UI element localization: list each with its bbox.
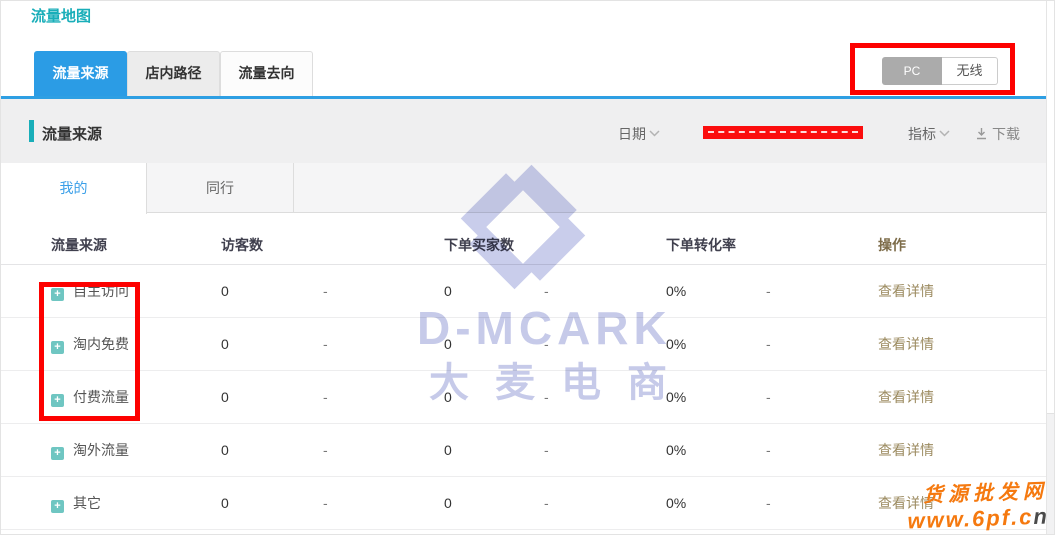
expand-plus-icon[interactable]: + [51,341,64,354]
source-cell: + 淘外流量 [51,440,221,460]
dash-value: - [766,495,771,511]
buyers-value: 0 [444,336,452,352]
table-body: + 自主访问 0 - 0 - 0% - 查看详情 + 淘内免费 0 - 0 - 0% - 查看详情 + 付费流量 0 - 0… [1,265,1046,530]
chevron-down-icon [649,130,660,137]
action-cell: 查看详情 [878,387,1046,407]
subtab-peers[interactable]: 同行 [147,163,294,213]
dash-value: - [766,283,771,299]
action-cell: 查看详情 [878,334,1046,354]
tab-traffic-destination[interactable]: 流量去向 [220,51,313,96]
page-title: 流量地图 [31,8,92,25]
tab-traffic-source[interactable]: 流量来源 [34,51,127,96]
subtab-mine[interactable]: 我的 [1,163,147,214]
chevron-down-icon [939,130,950,137]
column-header: 流量来源 [51,236,107,253]
metric-dropdown[interactable]: 指标 [908,124,950,144]
view-details-link[interactable]: 查看详情 [878,283,934,299]
date-dropdown[interactable]: 日期 [618,124,660,144]
download-button[interactable]: 下载 [972,124,1020,144]
conversion-value: 0% [666,495,687,511]
visitors-value: 0 [221,495,229,511]
sub-tab-bar: 我的 同行 [1,163,1046,214]
dash-value: - [544,283,549,299]
download-icon [977,128,986,140]
visitors-value: 0 [221,336,229,352]
expand-plus-icon[interactable]: + [51,447,64,460]
source-label: 淘内免费 [73,336,129,352]
expand-plus-icon[interactable]: + [51,288,64,301]
teal-accent-bar [29,120,34,142]
action-cell: 查看详情 [878,440,1046,460]
tab-instore-path[interactable]: 店内路径 [127,51,220,96]
main-tab-bar: 流量来源 店内路径 流量去向 [1,49,1054,99]
red-annotation-sources [39,282,140,421]
source-cell: + 其它 [51,493,221,513]
table-row: + 付费流量 0 - 0 - 0% - 查看详情 [1,371,1046,424]
source-label: 其它 [73,495,101,511]
right-edge-strip-lower [1047,413,1054,534]
wireless-toggle-button[interactable]: 无线 [942,57,998,85]
dash-value: - [544,442,549,458]
section-header: 流量来源 日期 指标 下载 [1,99,1054,163]
section-title: 流量来源 [42,126,103,143]
source-cell: + 自主访问 [51,281,221,301]
buyers-value: 0 [444,495,452,511]
table-row: + 其它 0 - 0 - 0% - 查看详情 [1,477,1046,530]
view-details-link[interactable]: 查看详情 [878,336,934,352]
dash-value: - [766,389,771,405]
redacted-date-range [703,126,863,139]
column-header: 下单买家数 [444,236,514,253]
download-label: 下载 [992,126,1020,142]
redaction-dashes [708,131,858,133]
conversion-value: 0% [666,283,687,299]
dash-value: - [323,389,328,405]
buyers-value: 0 [444,442,452,458]
conversion-value: 0% [666,442,687,458]
table-header-row: 流量来源 访客数 下单买家数 下单转化率 操作 [1,213,1046,265]
dash-value: - [544,336,549,352]
dash-value: - [323,442,328,458]
date-dropdown-label: 日期 [618,126,646,142]
action-cell: 查看详情 [878,281,1046,301]
column-header: 下单转化率 [666,236,736,253]
source-cell: + 付费流量 [51,387,221,407]
dash-value: - [766,336,771,352]
traffic-source-table: 流量来源 访客数 下单买家数 下单转化率 操作 + 自主访问 0 - 0 - 0% - 查看详情 + 淘内免… [1,213,1046,530]
dash-value: - [766,442,771,458]
conversion-value: 0% [666,389,687,405]
column-header: 访客数 [221,236,263,253]
column-header: 操作 [878,236,906,253]
dash-value: - [323,495,328,511]
visitors-value: 0 [221,389,229,405]
view-details-link[interactable]: 查看详情 [878,389,934,405]
view-details-link[interactable]: 查看详情 [878,495,934,511]
source-label: 淘外流量 [73,442,129,458]
source-label: 付费流量 [73,389,129,405]
red-annotation-toggle [850,43,1015,95]
source-cell: + 淘内免费 [51,334,221,354]
pc-toggle-button[interactable]: PC [882,57,942,85]
table-row: + 自主访问 0 - 0 - 0% - 查看详情 [1,265,1046,318]
conversion-value: 0% [666,336,687,352]
source-label: 自主访问 [73,283,129,299]
expand-plus-icon[interactable]: + [51,500,64,513]
dash-value: - [544,389,549,405]
metric-dropdown-label: 指标 [908,126,936,142]
right-edge-strip [1046,1,1054,534]
dash-value: - [323,336,328,352]
expand-plus-icon[interactable]: + [51,394,64,407]
buyers-value: 0 [444,283,452,299]
device-toggle: PC 无线 [882,57,998,85]
buyers-value: 0 [444,389,452,405]
action-cell: 查看详情 [878,493,1046,513]
visitors-value: 0 [221,283,229,299]
view-details-link[interactable]: 查看详情 [878,442,934,458]
table-row: + 淘内免费 0 - 0 - 0% - 查看详情 [1,318,1046,371]
dash-value: - [544,495,549,511]
table-row: + 淘外流量 0 - 0 - 0% - 查看详情 [1,424,1046,477]
visitors-value: 0 [221,442,229,458]
dash-value: - [323,283,328,299]
